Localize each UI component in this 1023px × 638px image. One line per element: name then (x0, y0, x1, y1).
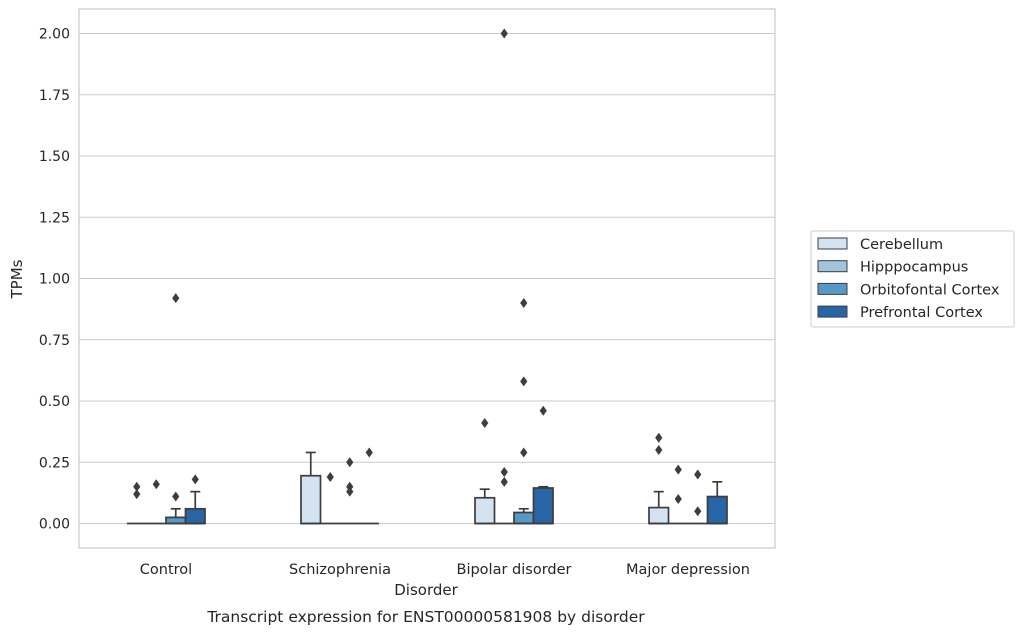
box-body (474, 496, 496, 525)
outlier-point (539, 405, 547, 416)
x-tick-label: Schizophrenia (289, 562, 391, 578)
outlier-point (346, 457, 354, 468)
box-body (513, 511, 535, 525)
x-tick-label: Control (140, 562, 192, 578)
outlier-point (520, 447, 528, 458)
box-cerebellum-2 (300, 451, 322, 525)
box-body (648, 506, 670, 525)
outlier-point (520, 298, 528, 308)
outlier-point (172, 491, 180, 502)
x-axis-label: Disorder (394, 581, 458, 599)
y-axis-label: TPMs (8, 259, 26, 299)
outlier-point (326, 471, 334, 482)
legend-label: Orbitofontal Cortex (860, 282, 1000, 298)
outlier-point (152, 479, 160, 490)
box-body (184, 507, 206, 525)
outlier-point (694, 469, 702, 480)
outlier-point (694, 506, 702, 517)
outlier-point (520, 376, 528, 387)
x-tick-label: Major depression (626, 562, 750, 578)
outlier-point (500, 467, 508, 478)
flier-layer (133, 28, 702, 517)
box-cerebellum-4 (648, 490, 670, 525)
box-prefrontal-cortex-4 (706, 481, 728, 525)
legend-swatch (817, 282, 848, 295)
y-tick-label: 1.75 (39, 88, 70, 104)
outlier-point (655, 432, 663, 443)
legend-swatch (817, 305, 848, 318)
outlier-point (481, 418, 489, 429)
chart-caption: Transcript expression for ENST0000058190… (206, 608, 645, 626)
y-tick-label: 0.50 (39, 394, 70, 410)
outlier-point (500, 28, 508, 39)
outlier-point (655, 445, 663, 455)
plot-frame (78, 8, 776, 549)
outlier-point (674, 494, 682, 504)
legend-label: Prefrontal Cortex (860, 305, 983, 321)
y-tick-label: 0.00 (39, 517, 70, 533)
box-cerebellum-3 (474, 488, 496, 525)
outlier-point (172, 293, 180, 304)
outlier-point (674, 464, 682, 475)
y-tick-label: 2.00 (39, 27, 70, 43)
outlier-point (500, 476, 508, 487)
y-tick-label: 1.50 (39, 149, 70, 165)
outlier-point (133, 481, 141, 492)
x-tick-labels: Control Schizophrenia Bipolar disorder Majo… (140, 562, 750, 578)
outlier-point (365, 447, 373, 458)
legend-swatch (817, 237, 848, 250)
x-tick-label: Bipolar disorder (457, 562, 572, 578)
box-body (165, 516, 187, 525)
outlier-point (133, 489, 141, 500)
outlier-point (346, 481, 354, 492)
y-tick-label: 1.25 (39, 210, 70, 226)
legend-swatch (817, 260, 848, 273)
box-prefrontal-cortex-1 (184, 490, 206, 525)
box-body (532, 487, 554, 525)
box-layer (127, 451, 728, 525)
y-tick-label: 1.00 (39, 272, 70, 288)
y-tick-labels: 0.00 0.25 0.50 0.75 1.00 1.25 1.50 1.75 2.00 (39, 27, 70, 533)
box-prefrontal-cortex-3 (532, 485, 554, 525)
outlier-point (191, 474, 199, 485)
legend-label: Cerebellum (860, 237, 943, 253)
legend: Cerebellum Hipppocampus Orbitofontal Corte… (810, 230, 1015, 328)
y-tick-label: 0.75 (39, 333, 70, 349)
legend-label: Hipppocampus (860, 260, 968, 276)
box-body (300, 474, 322, 525)
box-body (706, 495, 728, 525)
y-tick-label: 0.25 (39, 455, 70, 471)
legend-frame (810, 230, 1015, 328)
